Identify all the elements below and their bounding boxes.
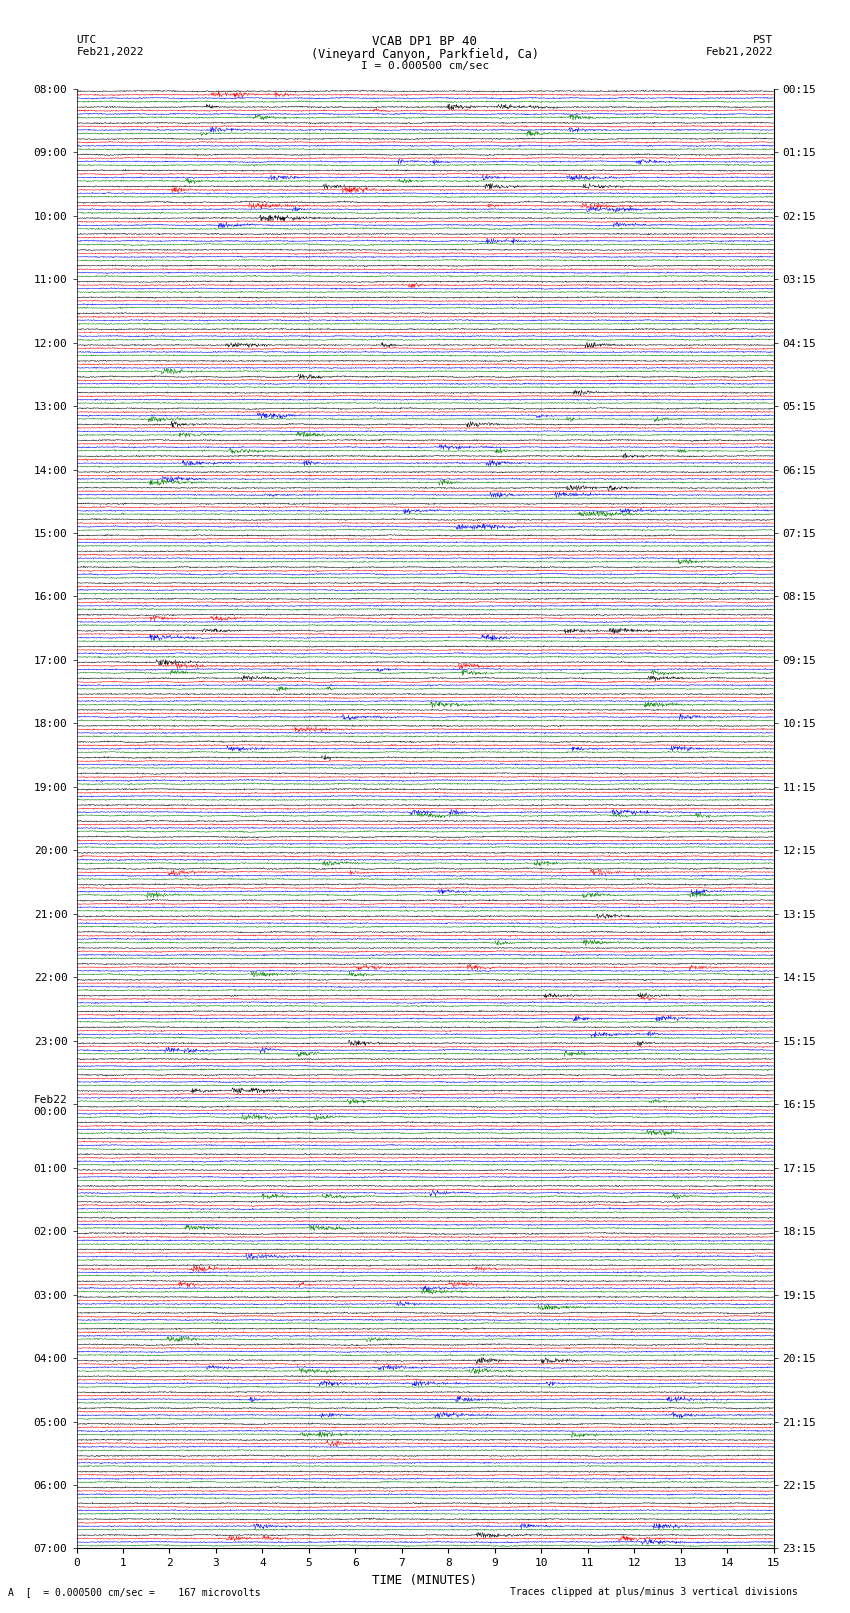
Text: Traces clipped at plus/minus 3 vertical divisions: Traces clipped at plus/minus 3 vertical … — [510, 1587, 798, 1597]
Text: I = 0.000500 cm/sec: I = 0.000500 cm/sec — [361, 61, 489, 71]
Text: VCAB DP1 BP 40: VCAB DP1 BP 40 — [372, 35, 478, 48]
Text: Feb21,2022: Feb21,2022 — [76, 47, 144, 56]
Text: (Vineyard Canyon, Parkfield, Ca): (Vineyard Canyon, Parkfield, Ca) — [311, 48, 539, 61]
X-axis label: TIME (MINUTES): TIME (MINUTES) — [372, 1574, 478, 1587]
Text: PST: PST — [753, 35, 774, 45]
Text: Feb21,2022: Feb21,2022 — [706, 47, 774, 56]
Text: A  [  = 0.000500 cm/sec =    167 microvolts: A [ = 0.000500 cm/sec = 167 microvolts — [8, 1587, 261, 1597]
Text: UTC: UTC — [76, 35, 97, 45]
